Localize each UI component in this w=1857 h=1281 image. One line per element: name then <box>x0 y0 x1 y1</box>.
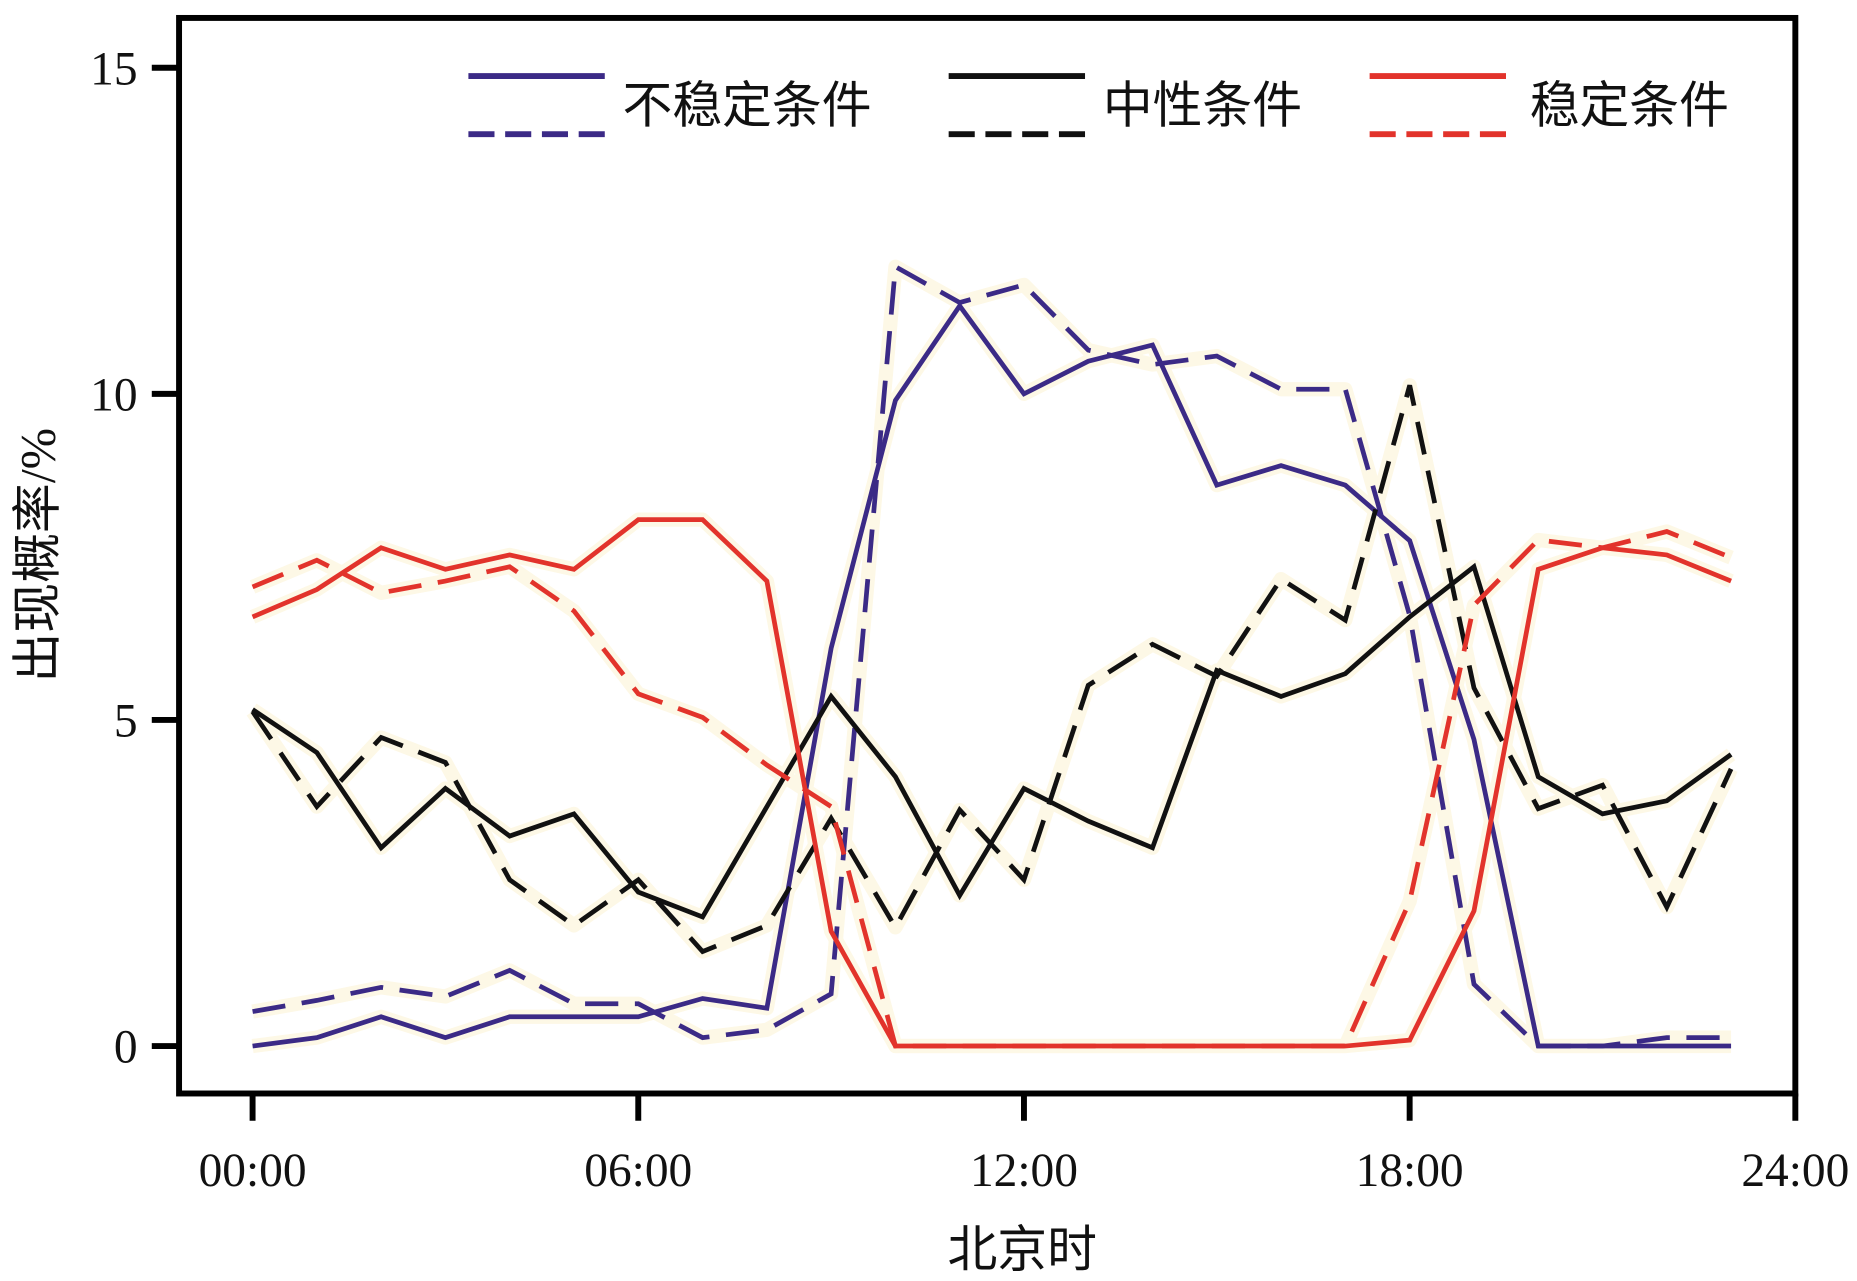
legend-entry-0: 不稳定条件 <box>468 73 872 138</box>
series-line-4 <box>251 517 1732 1049</box>
x-axis-label: 北京时 <box>947 1223 1096 1278</box>
series-halo <box>249 512 1734 1054</box>
series-line-3 <box>250 384 1734 955</box>
legend-label: 稳定条件 <box>1530 78 1729 133</box>
legend: 不稳定条件 中性条件 稳定条件 <box>468 73 1729 138</box>
y-tick-label: 10 <box>90 369 137 421</box>
x-tick-label: 12:00 <box>970 1145 1078 1197</box>
series-halo <box>249 524 1734 1054</box>
y-tick-label: 15 <box>90 43 137 95</box>
axis-ticks: 00:00 06:00 12:00 18:00 24:00 0 5 10 15 <box>90 43 1849 1197</box>
x-tick-label: 00:00 <box>199 1145 307 1197</box>
legend-entry-2: 稳定条件 <box>1369 73 1729 138</box>
legend-label: 中性条件 <box>1103 78 1302 133</box>
y-tick-label: 5 <box>114 696 138 748</box>
x-tick-label: 06:00 <box>584 1145 692 1197</box>
y-tick-label: 0 <box>114 1022 138 1074</box>
series-line-5 <box>251 529 1732 1049</box>
series-line-0 <box>252 301 1732 1049</box>
plot-frame <box>176 14 1799 1097</box>
series-line-1 <box>252 262 1732 1049</box>
y-axis-label: 出现概率/% <box>11 428 66 683</box>
legend-label: 不稳定条件 <box>623 78 872 133</box>
x-tick-label: 18:00 <box>1356 1145 1464 1197</box>
series-lines <box>246 259 1738 1054</box>
x-tick-label: 24:00 <box>1741 1145 1849 1197</box>
legend-entry-1: 中性条件 <box>948 73 1302 138</box>
